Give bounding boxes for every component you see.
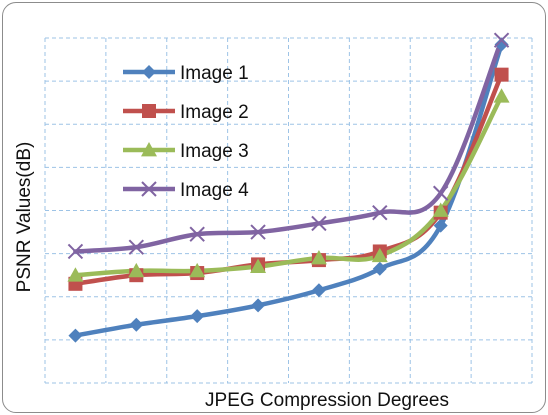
data-point-image-3 [128,262,145,278]
marker-stroke [432,185,449,201]
data-point-image-3 [310,249,327,265]
data-point-image-4 [311,215,327,232]
data-point-image-4 [250,224,266,240]
data-point-image-4 [372,204,388,221]
y-axis-label: PSNR Values(dB) [14,142,35,293]
data-point-image-1 [494,37,509,52]
data-point-image-1 [251,298,266,313]
legend-marker-image-3 [141,142,157,157]
data-point-image-3 [432,202,449,217]
data-point-image-4 [189,226,205,242]
marker-stroke [372,204,388,221]
marker-stroke [311,215,327,232]
marker-stroke [141,181,157,197]
marker-stroke [128,239,145,255]
data-point-image-3 [250,258,267,273]
marker-stroke [493,32,510,48]
data-point-image-1 [311,283,326,298]
legend-marker-image-2 [142,104,156,118]
legend-label-image-2: Image 2 [180,102,249,123]
data-point-image-4 [432,185,449,201]
legend-label-image-3: Image 3 [180,141,249,162]
marker-stroke [250,224,266,240]
marker-stroke [189,226,205,242]
series-line-image-4 [73,37,504,254]
legend-marker-image-4 [141,181,157,197]
data-point-image-1 [129,317,144,332]
data-point-image-3 [493,88,510,103]
data-point-image-4 [67,243,84,260]
grid [44,37,533,384]
data-point-image-4 [128,239,145,255]
data-point-image-3 [371,247,388,263]
legend-marker-image-1 [142,65,156,79]
data-point-image-3 [67,267,84,282]
x-axis-label: JPEG Compression Degrees [205,390,449,411]
data-point-image-1 [68,328,83,343]
legend: Image 1 Image 2 Image 3 Image 4 [123,63,249,201]
marker-stroke [67,243,84,260]
series-markers [67,32,510,343]
legend-label-image-4: Image 4 [180,180,249,201]
legend-label-image-1: Image 1 [180,63,249,84]
data-point-image-1 [433,218,448,233]
data-point-image-1 [190,309,205,324]
data-point-image-2 [494,67,509,82]
data-point-image-1 [372,261,387,276]
data-point-image-3 [189,262,206,278]
data-point-image-4 [493,32,510,48]
